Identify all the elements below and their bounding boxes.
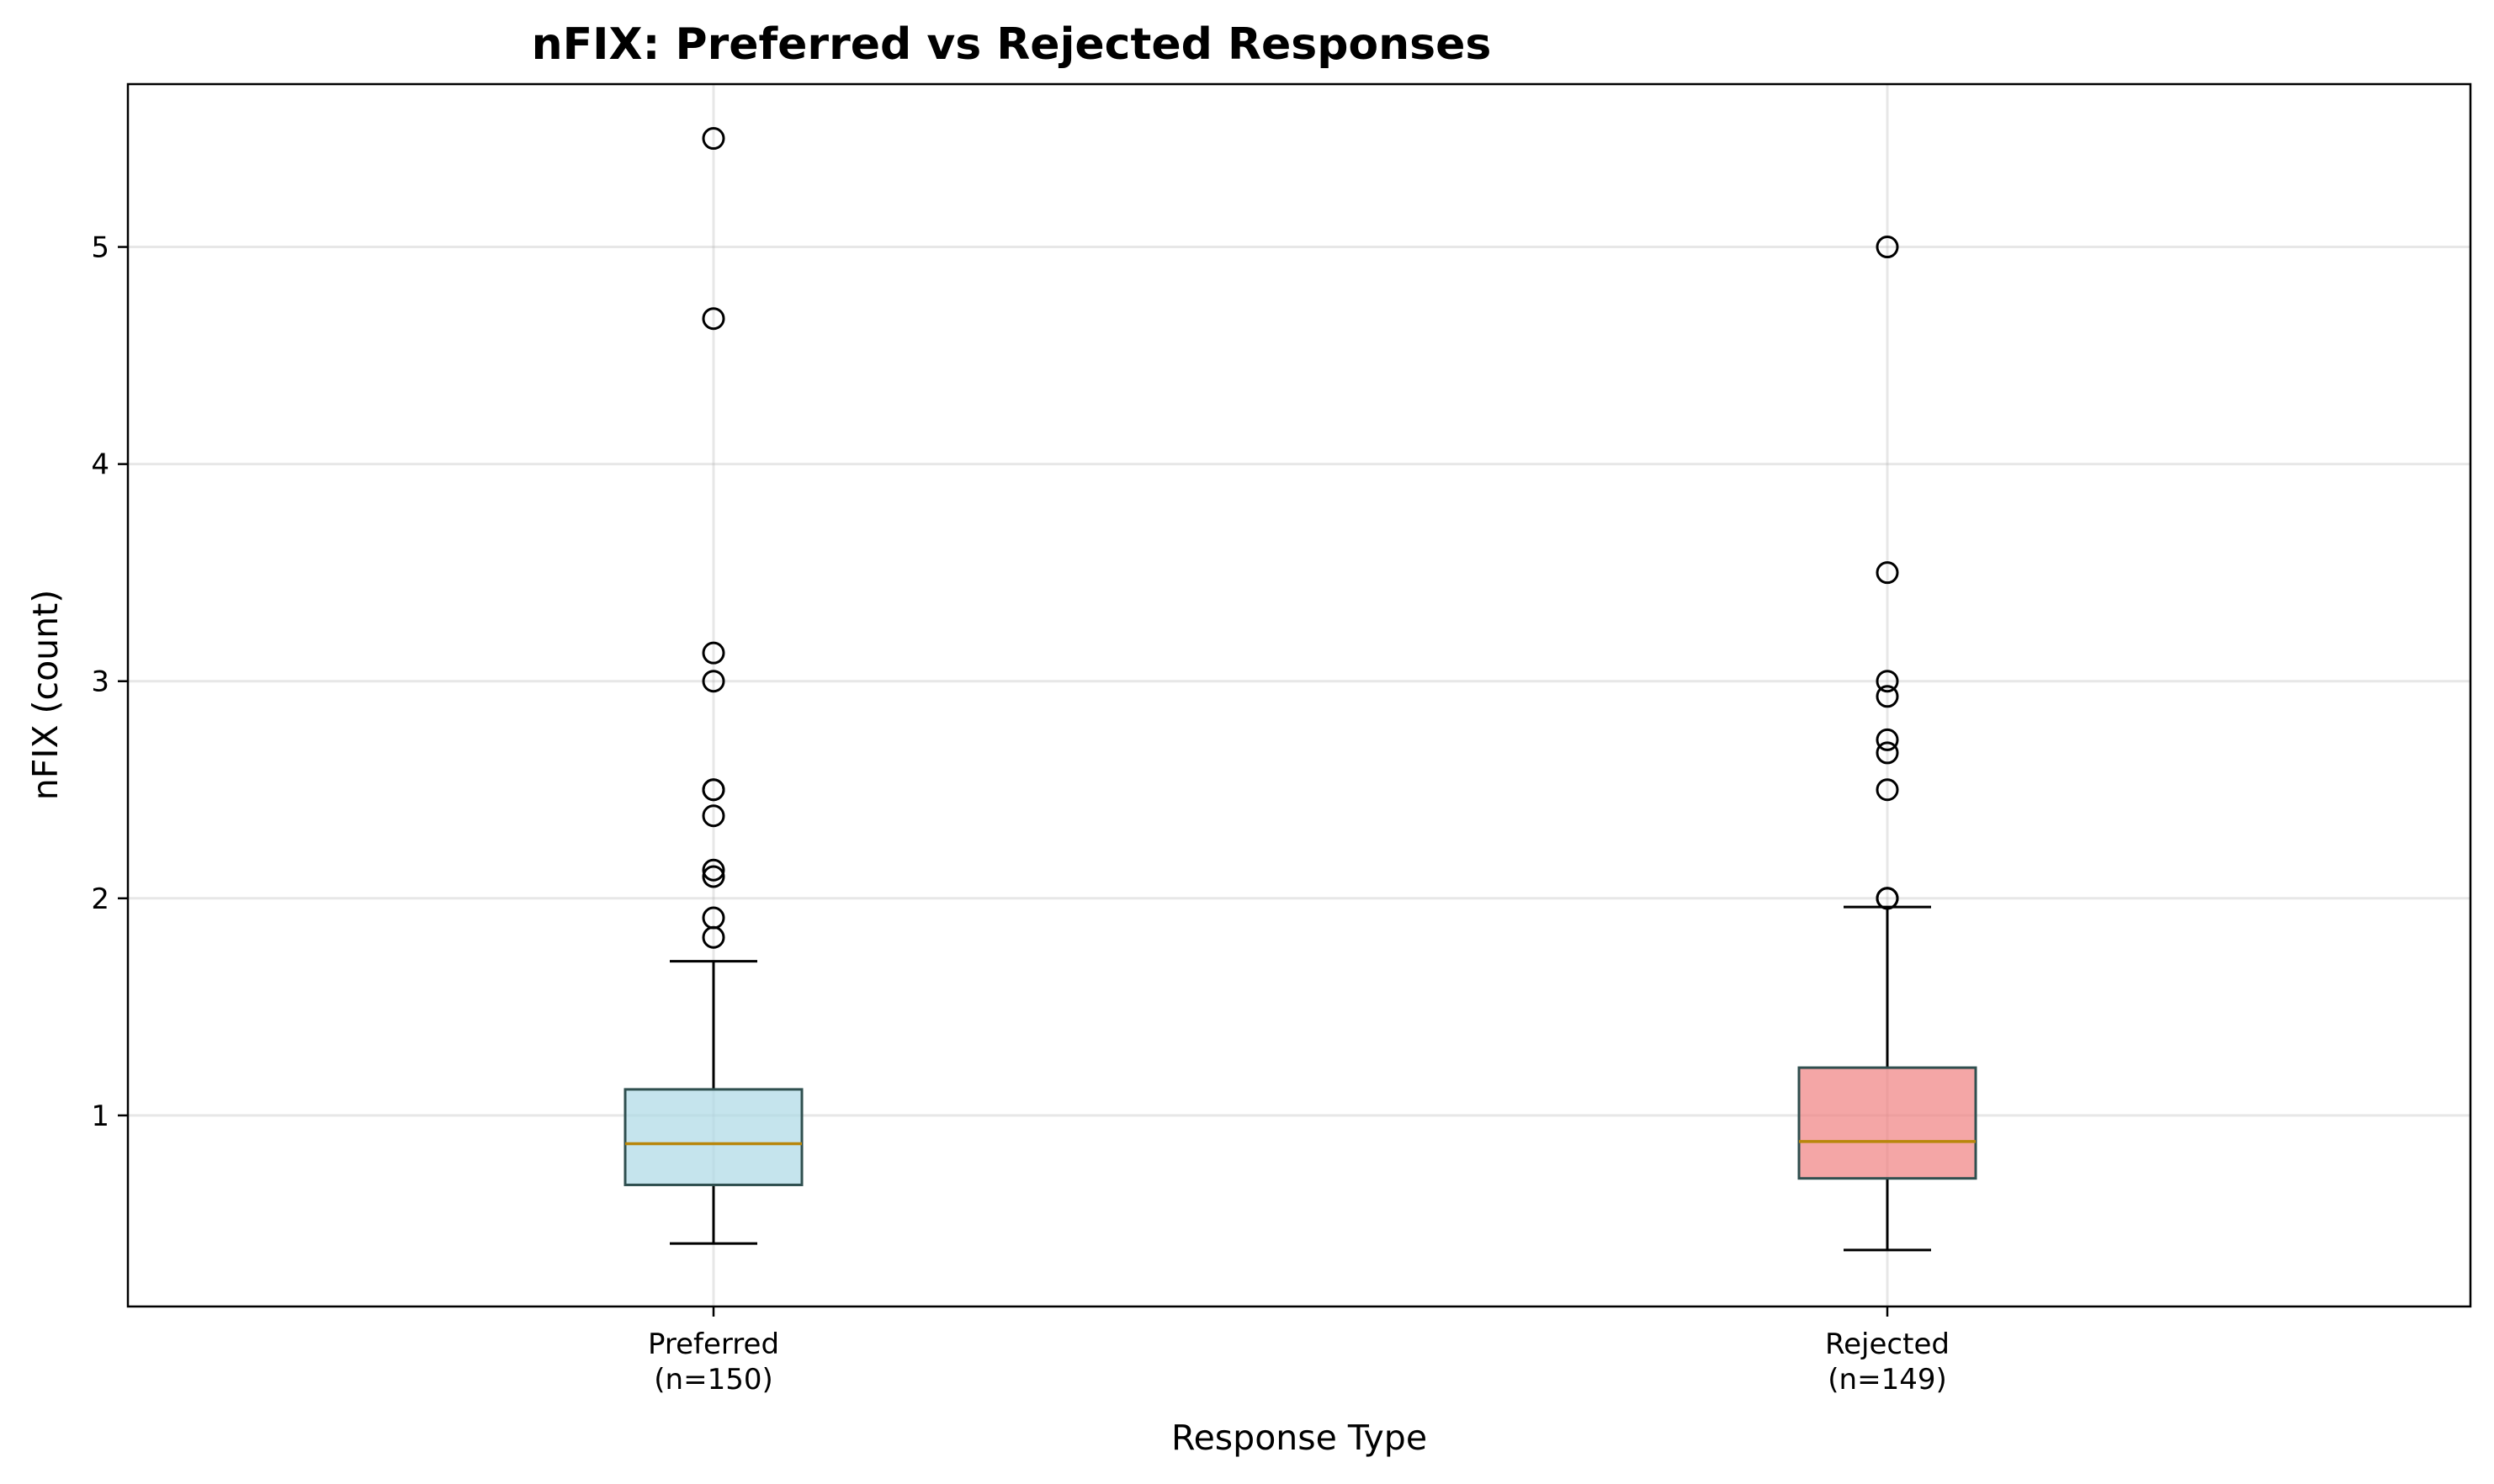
box-series [624, 127, 1977, 1252]
outlier-point [702, 127, 725, 151]
y-axis: 1 2 3 4 5 [91, 231, 128, 1133]
y-axis-label: nFIX (count) [25, 590, 66, 800]
iqr-box [624, 1088, 804, 1186]
y-tick-label: 4 [91, 448, 109, 482]
outlier-point [702, 778, 725, 802]
outlier-point [1876, 778, 1899, 802]
outlier-point [1876, 561, 1899, 585]
outlier-point [1876, 741, 1899, 765]
chart-title: nFIX: Preferred vs Rejected Responses [532, 19, 1492, 70]
x-tick-label: Preferred [648, 1328, 779, 1361]
x-tick-label: Rejected [1825, 1328, 1950, 1361]
outlier-point [1876, 887, 1899, 910]
outlier-point [702, 307, 725, 331]
plot-frame [126, 82, 2472, 1308]
outlier-point [702, 641, 725, 665]
x-tick-sublabel: (n=149) [1828, 1363, 1946, 1397]
outlier-point [1876, 685, 1899, 708]
outlier-point [702, 858, 725, 882]
iqr-box [1797, 1066, 1977, 1180]
box-rejected [1797, 236, 1977, 1252]
outlier-point [702, 804, 725, 828]
x-axis: Preferred(n=150) Rejected(n=149) [648, 1306, 1950, 1397]
grid-lines [128, 84, 2470, 1306]
y-tick-label: 5 [91, 231, 109, 265]
y-tick-label: 2 [91, 882, 109, 916]
y-tick-label: 3 [91, 665, 109, 699]
outlier-point [1876, 236, 1899, 259]
box-preferred [624, 127, 804, 1245]
outlier-point [1876, 728, 1899, 751]
outlier-point [1876, 670, 1899, 693]
outlier-point [702, 865, 725, 888]
outlier-point [702, 925, 725, 949]
outlier-point [702, 670, 725, 693]
x-axis-label: Response Type [1171, 1418, 1427, 1458]
x-tick-sublabel: (n=150) [654, 1363, 772, 1397]
y-tick-label: 1 [91, 1100, 109, 1133]
